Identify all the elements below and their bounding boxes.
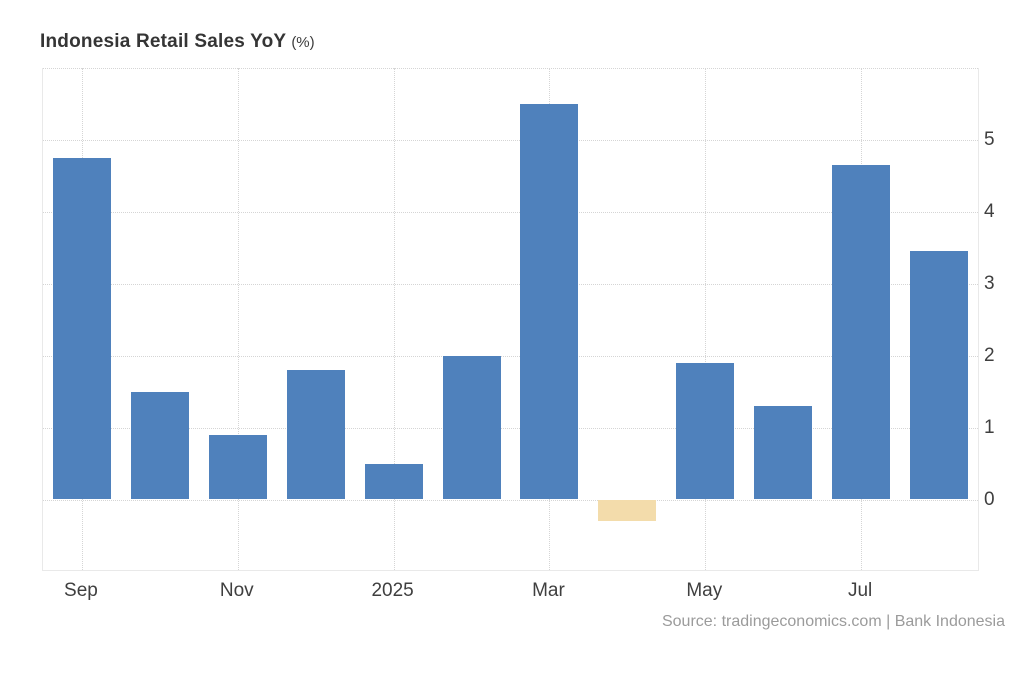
x-tick-label-2025: 2025 <box>371 580 414 601</box>
h-gridline-5 <box>43 140 978 141</box>
chart-title-unit: (%) <box>291 34 315 51</box>
chart-title-text: Indonesia Retail Sales YoY <box>40 31 287 52</box>
bar-jan-2025[interactable] <box>364 463 423 500</box>
bar-mar-2025[interactable] <box>520 104 579 500</box>
bar-oct-2024[interactable] <box>130 391 189 500</box>
x-tick-label-mar: Mar <box>532 580 565 601</box>
bar-may-2025[interactable] <box>676 362 735 500</box>
h-gridline-4 <box>43 211 978 213</box>
bar-dec-2024[interactable] <box>286 370 345 500</box>
bar-feb-2025[interactable] <box>442 355 501 500</box>
bar-nov-2024[interactable] <box>208 434 267 500</box>
x-tick-label-sep: Sep <box>64 580 98 601</box>
plot-area <box>42 68 979 571</box>
h-gridline-6 <box>43 68 978 70</box>
y-tick-label-5: 5 <box>984 129 995 150</box>
h-gridline-0 <box>43 499 978 501</box>
h-gridline-3 <box>43 283 978 285</box>
y-tick-label-1: 1 <box>984 416 995 438</box>
y-tick-label-2: 2 <box>984 344 995 366</box>
y-tick-label-3: 3 <box>984 272 995 294</box>
v-gridline-may <box>705 68 707 570</box>
y-tick-label-0: 0 <box>984 488 995 510</box>
bar-jun-2025[interactable] <box>754 406 813 500</box>
v-gridline-2025 <box>393 68 395 570</box>
bar-jul-2025[interactable] <box>832 165 891 500</box>
bar-aug-2025[interactable] <box>910 251 969 500</box>
h-gridline-2 <box>43 355 978 357</box>
chart-title: Indonesia Retail Sales YoY (%) <box>40 31 315 53</box>
x-tick-label-may: May <box>686 580 723 601</box>
v-gridline-nov <box>237 68 239 570</box>
source-attribution: Source: tradingeconomics.com | Bank Indo… <box>661 613 1005 630</box>
bar-sep-2024[interactable] <box>52 157 111 500</box>
x-tick-label-nov: Nov <box>219 580 254 601</box>
x-tick-label-jul: Jul <box>847 580 873 601</box>
y-tick-label-4: 4 <box>984 200 995 222</box>
bar-apr-2025[interactable] <box>598 499 657 522</box>
h-gridline-1 <box>43 427 978 429</box>
